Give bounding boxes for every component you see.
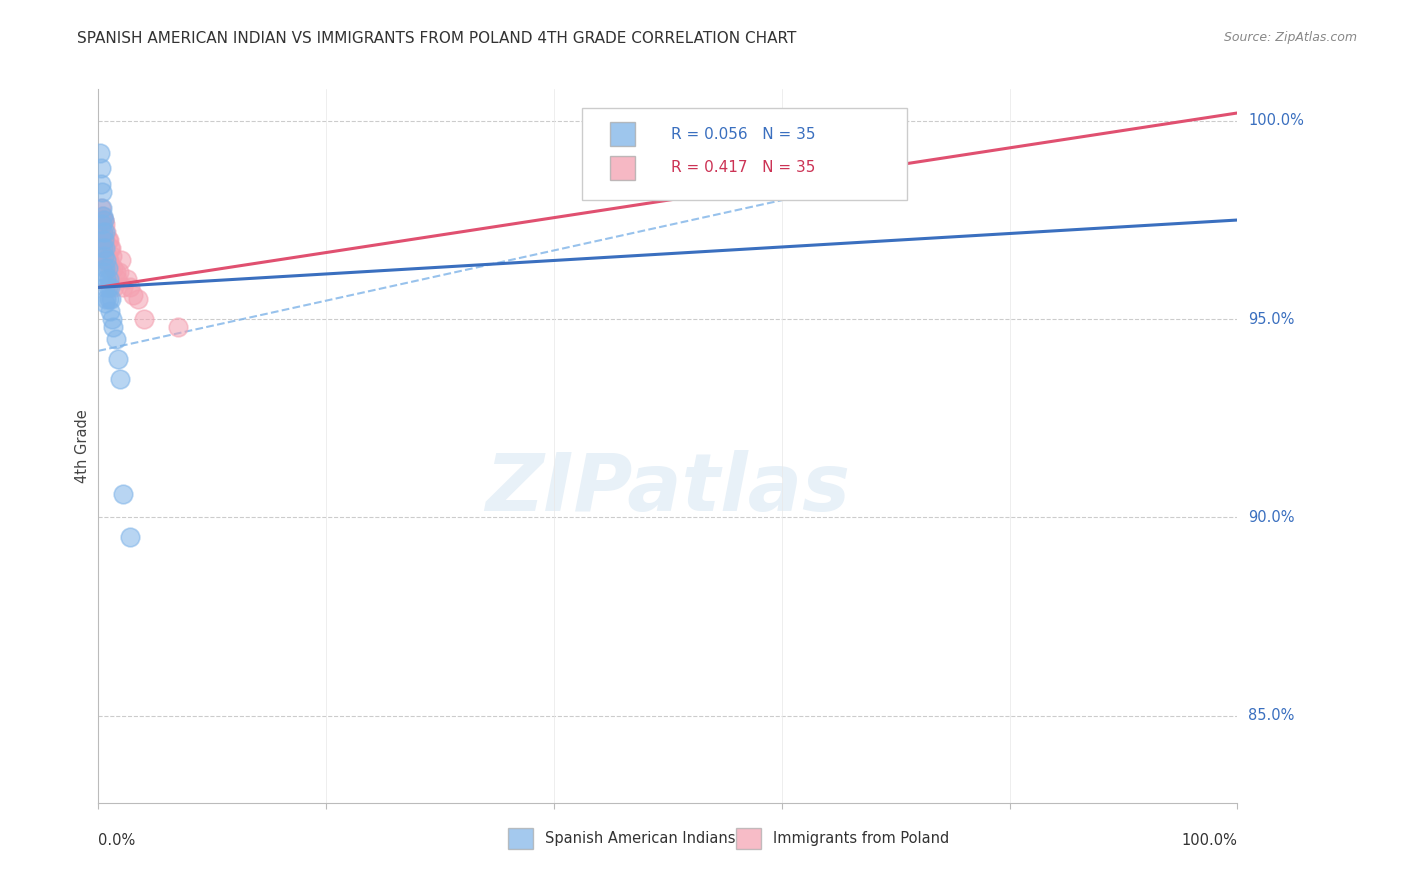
Point xyxy=(98,280,121,294)
Point xyxy=(91,209,114,223)
Point xyxy=(103,280,125,294)
Point xyxy=(90,201,112,215)
Text: Source: ZipAtlas.com: Source: ZipAtlas.com xyxy=(1223,31,1357,45)
Point xyxy=(112,486,135,500)
Point xyxy=(167,320,190,334)
Point xyxy=(93,264,115,278)
Point xyxy=(94,217,117,231)
FancyBboxPatch shape xyxy=(610,155,636,180)
Text: 100.0%: 100.0% xyxy=(1249,113,1305,128)
Point xyxy=(132,312,155,326)
Point xyxy=(94,296,117,310)
Text: 95.0%: 95.0% xyxy=(1249,311,1295,326)
Point xyxy=(100,241,122,255)
Point xyxy=(93,213,115,227)
Point xyxy=(96,252,118,267)
FancyBboxPatch shape xyxy=(737,828,761,849)
Text: R = 0.056   N = 35: R = 0.056 N = 35 xyxy=(671,127,815,142)
Point xyxy=(96,252,118,267)
Point xyxy=(98,241,121,255)
Text: 90.0%: 90.0% xyxy=(1249,510,1295,524)
Text: ZIPatlas: ZIPatlas xyxy=(485,450,851,528)
Point xyxy=(96,272,118,286)
Point xyxy=(96,293,118,307)
Point xyxy=(90,178,112,192)
FancyBboxPatch shape xyxy=(582,109,907,200)
Point xyxy=(127,293,149,307)
Point xyxy=(112,280,135,294)
Point xyxy=(90,213,112,227)
Point xyxy=(96,280,118,294)
Point xyxy=(103,320,125,334)
Point xyxy=(120,530,142,544)
Point xyxy=(98,304,121,318)
Point xyxy=(97,252,120,267)
Point xyxy=(103,260,125,275)
Text: R = 0.417   N = 35: R = 0.417 N = 35 xyxy=(671,161,815,175)
Point xyxy=(107,351,129,366)
Point xyxy=(93,233,115,247)
Point xyxy=(90,217,112,231)
Point xyxy=(97,293,120,307)
Point xyxy=(96,260,118,275)
Text: 85.0%: 85.0% xyxy=(1249,708,1295,723)
Point xyxy=(100,293,122,307)
Point xyxy=(96,225,118,239)
Point xyxy=(104,264,127,278)
Point xyxy=(115,272,138,286)
Point xyxy=(120,280,142,294)
Point xyxy=(93,213,115,227)
Point xyxy=(97,233,120,247)
Point xyxy=(90,186,112,200)
Point xyxy=(90,209,112,223)
Y-axis label: 4th Grade: 4th Grade xyxy=(75,409,90,483)
Point xyxy=(91,213,114,227)
Point xyxy=(108,371,131,385)
Point xyxy=(97,272,120,286)
Point xyxy=(90,201,112,215)
Point xyxy=(101,312,124,326)
Point xyxy=(108,264,131,278)
Point xyxy=(91,241,114,255)
Point xyxy=(94,280,117,294)
Point xyxy=(96,244,118,259)
Point xyxy=(94,252,117,267)
Text: 0.0%: 0.0% xyxy=(98,833,135,848)
Point xyxy=(110,252,132,267)
Point xyxy=(90,225,112,239)
Point xyxy=(91,225,114,239)
Point xyxy=(96,233,118,247)
Point xyxy=(94,233,117,247)
Point xyxy=(121,288,143,302)
Point xyxy=(89,145,111,160)
FancyBboxPatch shape xyxy=(509,828,533,849)
Point xyxy=(93,249,115,263)
Point xyxy=(94,241,117,255)
Point xyxy=(98,260,121,275)
FancyBboxPatch shape xyxy=(610,122,636,146)
Point xyxy=(94,225,117,239)
Point xyxy=(104,332,127,346)
Text: Immigrants from Poland: Immigrants from Poland xyxy=(773,831,949,846)
Text: Spanish American Indians: Spanish American Indians xyxy=(546,831,735,846)
Point xyxy=(94,260,117,275)
Text: SPANISH AMERICAN INDIAN VS IMMIGRANTS FROM POLAND 4TH GRADE CORRELATION CHART: SPANISH AMERICAN INDIAN VS IMMIGRANTS FR… xyxy=(77,31,797,46)
Point xyxy=(90,161,112,176)
Point xyxy=(101,249,124,263)
Point xyxy=(93,233,115,247)
Point xyxy=(93,249,115,263)
Point xyxy=(105,272,128,286)
Text: 100.0%: 100.0% xyxy=(1181,833,1237,848)
Point xyxy=(91,233,114,247)
